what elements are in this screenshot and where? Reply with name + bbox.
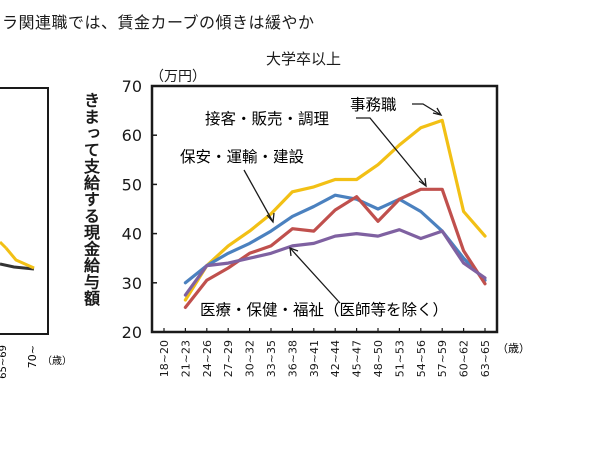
series-layer [183, 118, 487, 309]
left-x-unit-label: （歳） [42, 355, 72, 367]
y-axis-label: きまって支給する現金給与額 [81, 92, 100, 307]
x-tick-label: 45~47 [351, 340, 364, 377]
y-axis: 20 30 40 50 60 70 [122, 77, 157, 342]
x-tick-label: 57~59 [436, 340, 449, 377]
x-tick-label: 21~23 [179, 340, 192, 377]
callout-arrowhead-hoan [266, 212, 275, 224]
x-tick-label: 42~44 [329, 340, 342, 377]
callout-arrow-sekkyaku [356, 117, 427, 187]
x-tick-label: 27~29 [222, 340, 235, 377]
series-line-2 [183, 187, 487, 309]
x-tick-label: 60~62 [458, 340, 471, 377]
y-tick-label: 70 [122, 77, 142, 96]
y-tick-label: 50 [122, 175, 142, 194]
left-x-tick-label: 65~69 [0, 345, 9, 379]
series-label-jimu: 事務職 [350, 96, 397, 114]
callout-arrow-iryo [289, 247, 341, 304]
left-series-yellow-line [0, 240, 8, 250]
callout-arrow-jimu [412, 103, 442, 116]
y-tick-label: 20 [122, 323, 142, 342]
y-tick-label: 30 [122, 274, 142, 293]
callout-arrow-hoan [243, 169, 274, 223]
x-tick-label: 24~26 [201, 340, 214, 377]
x-tick-label: 30~32 [244, 340, 257, 377]
series-label-sekkyaku: 接客・販売・調理 [205, 110, 329, 128]
callout-arrowhead-jimu [432, 107, 443, 117]
x-tick-label: 33~35 [265, 340, 278, 377]
left-series-black-line [0, 262, 35, 271]
left-chart-fragment: 65~69 70~ （歳） [0, 87, 72, 379]
x-tick-label: 48~50 [372, 340, 385, 377]
y-tick-label: 60 [122, 126, 142, 145]
y-unit-label: （万円） [150, 69, 206, 85]
header-text: ラ関連職では、賃金カーブの傾きは緩やか [2, 13, 315, 32]
left-x-tick-label: 70~ [26, 345, 39, 368]
series-line-0 [183, 118, 487, 302]
x-tick-label: 63~65 [479, 340, 492, 377]
left-chart-frame [0, 87, 49, 335]
x-unit-label: （歳） [497, 342, 530, 355]
x-axis: 18~20 21~23 24~26 27~29 30~32 33~35 36~38 39~41… [158, 328, 492, 377]
chart-title: 大学卒以上 [266, 50, 342, 68]
callout-arrowhead-iryo [289, 247, 299, 257]
x-tick-label: 51~53 [393, 340, 406, 377]
series-label-hoan: 保安・運輸・建設 [180, 148, 304, 166]
left-series-yellow-line-end [4, 247, 35, 270]
x-tick-label: 54~56 [415, 340, 428, 377]
y-tick-label: 40 [122, 225, 142, 244]
x-tick-label: 39~41 [308, 340, 321, 377]
plot-frame [150, 84, 499, 334]
series-line-1 [183, 193, 487, 285]
series-label-iryo: 医療・保健・福祉（医師等を除く） [200, 301, 448, 319]
callout-arrowhead-sekkyaku [418, 177, 427, 188]
annotations: 事務職 接客・販売・調理 保安・運輸・建設 医療・保健・福祉（医師等を除く） [180, 96, 448, 319]
x-tick-label: 18~20 [158, 340, 171, 377]
x-tick-label: 36~38 [286, 340, 299, 377]
series-line-3 [183, 228, 487, 297]
